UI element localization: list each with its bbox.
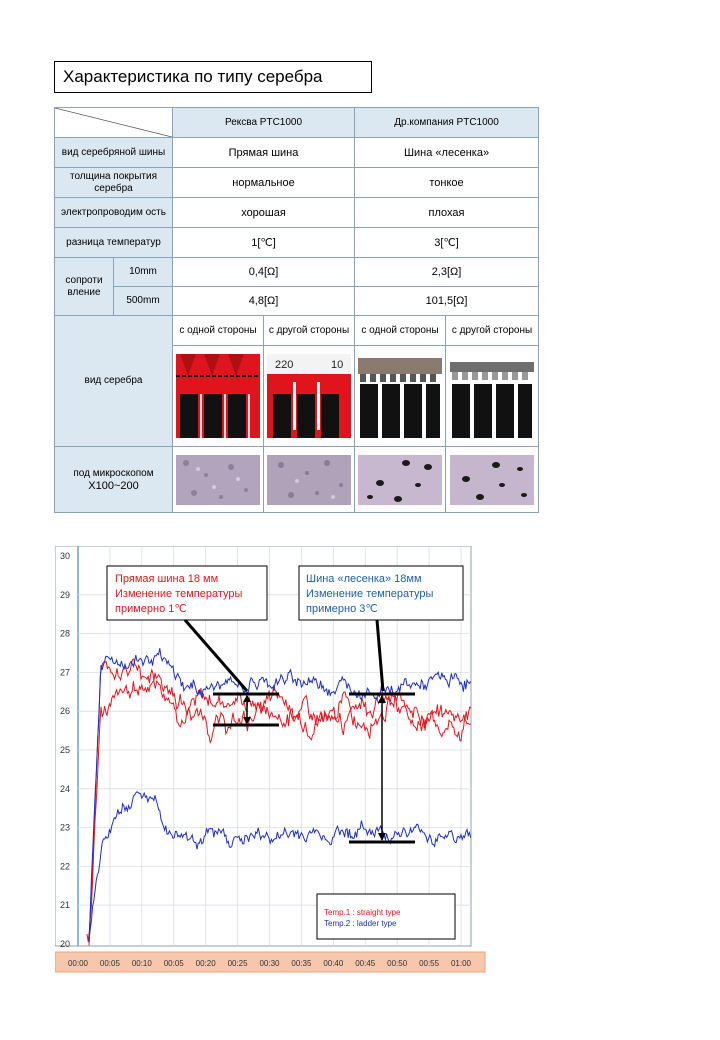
annotation-blue-line1: Шина «лесенка» 18мм xyxy=(306,573,422,585)
photo-ladder-front xyxy=(354,345,447,447)
cell-conductivity-b: плохая xyxy=(354,197,540,228)
micro-ladder-back xyxy=(445,446,540,513)
cell-conductivity-a: хорошая xyxy=(171,197,356,228)
red-arrow-heads xyxy=(243,695,251,724)
row-label-temp-diff: разница температур xyxy=(54,227,173,258)
diagonal-line xyxy=(55,108,172,137)
series-blue-line-upper xyxy=(88,648,472,943)
x-tick-label: 00:55 xyxy=(419,959,440,968)
y-tick-label: 30 xyxy=(60,551,70,561)
x-tick-label: 00:05 xyxy=(100,959,121,968)
x-tick-label: 00:00 xyxy=(68,959,89,968)
row-label-bus-type: вид серебряной шины xyxy=(54,137,173,168)
x-tick-labels: 00:00 00:05 00:10 00:05 00:20 00:25 00:30 00:35… xyxy=(68,959,472,968)
x-tick-label: 00:45 xyxy=(355,959,376,968)
side-header-3: с одной стороны xyxy=(354,315,447,346)
y-tick-label: 26 xyxy=(60,706,70,716)
y-tick-label: 29 xyxy=(60,590,70,600)
y-tick-label: 22 xyxy=(60,861,70,871)
series-blue-line-lower xyxy=(88,791,472,941)
micro-label: под микроскопом xyxy=(73,467,154,479)
cell-bus-type-a: Прямая шина xyxy=(171,137,356,168)
cell-bus-type-b: Шина «лесенка» xyxy=(354,137,540,168)
x-tick-label: 00:40 xyxy=(323,959,344,968)
pointer-blue xyxy=(375,619,385,692)
x-tick-label: 00:35 xyxy=(291,959,312,968)
side-header-4: с другой стороны xyxy=(445,315,540,346)
annotation-red-line1: Прямая шина 18 мм xyxy=(115,573,218,585)
corner-cell xyxy=(54,107,173,138)
photo-text-10: 10 xyxy=(331,359,343,371)
res-size-500: 500mm xyxy=(113,286,173,316)
cell-temp-diff-a: 1[℃] xyxy=(171,227,356,258)
photo-ladder-back xyxy=(445,345,540,447)
row-label-conductivity: электропроводим ость xyxy=(54,197,173,228)
legend-temp1: Temp.1 : straight type xyxy=(324,908,401,917)
cell-temp-diff-b: 3[℃] xyxy=(354,227,540,258)
x-tick-label: 00:50 xyxy=(387,959,408,968)
y-tick-label: 25 xyxy=(60,745,70,755)
cell-res500-a: 4,8[Ω] xyxy=(171,286,356,316)
cell-res500-b: 101,5[Ω] xyxy=(354,286,540,316)
annotation-blue-line2: Изменение температуры xyxy=(306,588,434,600)
y-tick-label: 24 xyxy=(60,784,70,794)
cell-thickness-a: нормальное xyxy=(171,167,356,198)
y-tick-label: 23 xyxy=(60,823,70,833)
micro-straight-back xyxy=(262,446,356,513)
y-tick-label: 21 xyxy=(60,900,70,910)
micro-zoom: X100~200 xyxy=(88,479,139,492)
micro-straight-front xyxy=(172,446,264,513)
micro-ladder-front xyxy=(354,446,447,513)
col-header-other: Др.компания PTC1000 xyxy=(354,107,540,138)
photo-straight-back: 220 10 xyxy=(262,345,356,447)
row-label-microscope: под микроскопом X100~200 xyxy=(54,446,173,513)
annotation-red-line2: Изменение температуры xyxy=(115,588,243,600)
annotation-red-line3: примерно 1℃ xyxy=(115,603,187,615)
photo-straight-front xyxy=(172,345,264,447)
comparison-table: Рексва PTC1000 Др.компания PTC1000 вид с… xyxy=(54,107,540,513)
row-label-silver-view: вид серебра xyxy=(54,315,173,447)
side-header-1: с одной стороны xyxy=(172,315,264,346)
y-tick-label: 27 xyxy=(60,667,70,677)
cell-res10-b: 2,3[Ω] xyxy=(354,257,540,287)
y-tick-label: 28 xyxy=(60,629,70,639)
cell-res10-a: 0,4[Ω] xyxy=(171,257,356,287)
x-tick-label: 01:00 xyxy=(451,959,472,968)
annotation-blue-line3: примерно 3℃ xyxy=(306,603,378,615)
legend-temp2: Temp.2 : ladder type xyxy=(324,919,397,928)
cell-thickness-b: тонкое xyxy=(354,167,540,198)
x-tick-label: 00:05 xyxy=(164,959,185,968)
x-tick-label: 00:30 xyxy=(259,959,280,968)
series-red-line-2 xyxy=(88,672,471,946)
res-size-10: 10mm xyxy=(113,257,173,287)
annotation-blue-box xyxy=(298,565,464,621)
row-label-resistance: сопроти вление xyxy=(54,257,114,316)
x-tick-label: 00:10 xyxy=(132,959,153,968)
x-tick-label: 00:25 xyxy=(228,959,249,968)
pointer-red xyxy=(183,619,249,692)
side-header-2: с другой стороны xyxy=(262,315,356,346)
row-label-thickness: толщина покрытия серебра xyxy=(54,167,173,198)
y-tick-labels: 30 29 28 27 26 25 24 23 22 21 20 xyxy=(60,551,70,949)
col-header-rexva: Рексва PTC1000 xyxy=(171,107,356,138)
series-red-line xyxy=(86,658,472,942)
x-tick-label: 00:20 xyxy=(196,959,217,968)
annotation-red-box xyxy=(106,565,268,621)
y-tick-label: 20 xyxy=(60,939,70,949)
legend-box xyxy=(316,893,456,940)
page-title: Характеристика по типу серебра xyxy=(54,61,372,93)
photo-text-220: 220 xyxy=(275,359,293,371)
